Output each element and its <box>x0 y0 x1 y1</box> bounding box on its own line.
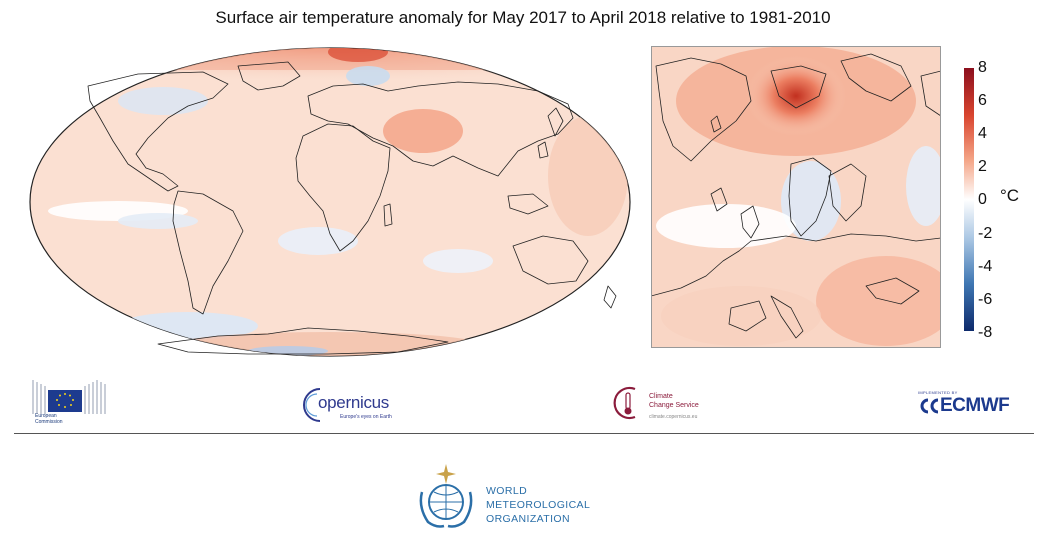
thermometer-icon <box>613 386 636 420</box>
temperature-colorbar <box>964 68 974 331</box>
ec-label: European Commission <box>35 413 63 425</box>
colorbar-tick: -4 <box>978 258 993 275</box>
colorbar-unit: °C <box>1000 186 1020 205</box>
ecmwf-name: ECMWF <box>940 395 1010 416</box>
colorbar-tick: -8 <box>978 324 993 341</box>
colorbar-tick: 6 <box>978 92 987 109</box>
colorbar-tick: 4 <box>978 125 987 142</box>
wmo-emblem-icon <box>419 464 473 528</box>
colorbar-tick: 8 <box>978 59 987 76</box>
ecmwf-icon <box>920 398 939 414</box>
colorbar-tick: -6 <box>978 291 993 308</box>
colorbar-tick: 2 <box>978 158 987 175</box>
c3s-url: climate.copernicus.eu <box>649 414 698 420</box>
c3s-label: Change Service <box>649 402 699 409</box>
copernicus-name: opernicus <box>318 393 390 412</box>
colorbar-tick: 0 <box>978 191 987 208</box>
divider <box>14 433 1034 434</box>
world-anomaly-map <box>29 47 631 357</box>
wmo-label: METEOROLOGICAL <box>486 499 591 511</box>
colorbar-tick: -2 <box>978 225 993 242</box>
copernicus-logo <box>303 388 321 422</box>
wmo-label: WORLD <box>486 485 528 497</box>
copernicus-tagline: Europe's eyes on Earth <box>340 414 392 420</box>
ecmwf-implemented-by: IMPLEMENTED BY <box>918 390 958 395</box>
europe-anomaly-map <box>651 46 941 348</box>
page-title: Surface air temperature anomaly for May … <box>215 8 831 27</box>
european-commission-logo <box>32 380 106 414</box>
wmo-label: ORGANIZATION <box>486 513 570 525</box>
c3s-label: Climate <box>649 393 673 400</box>
